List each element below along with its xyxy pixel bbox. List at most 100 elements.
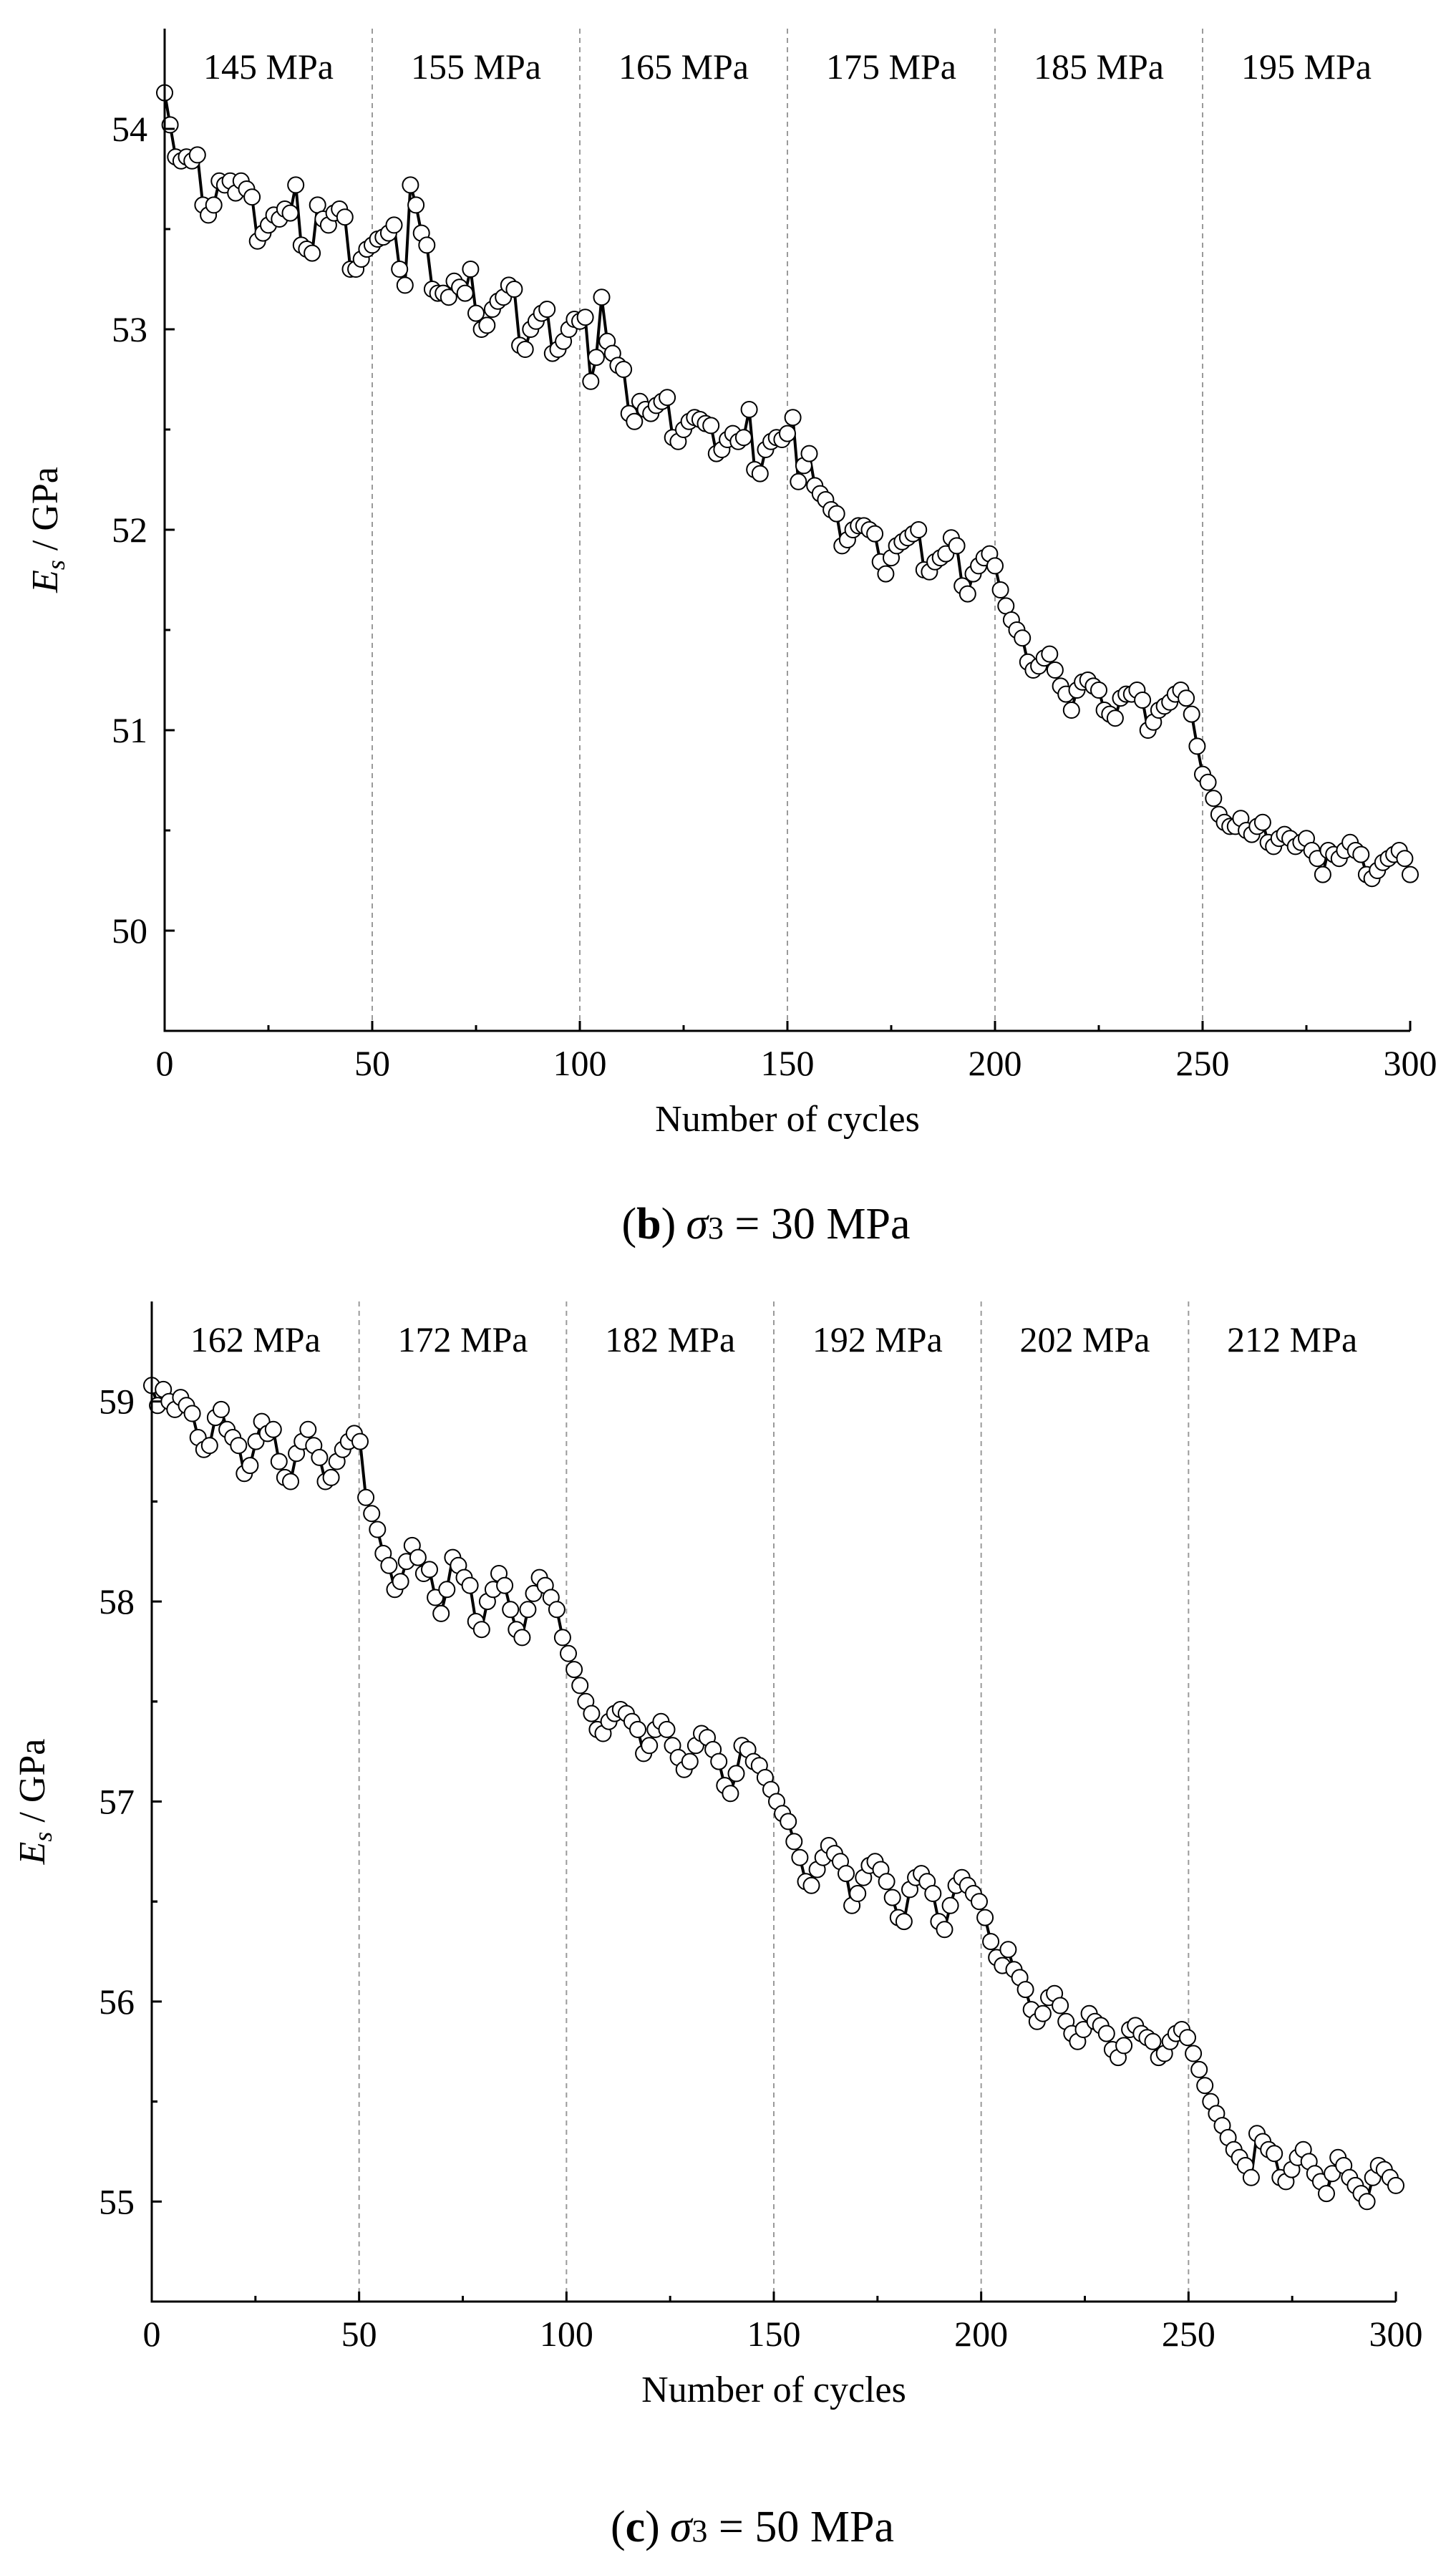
data-point	[1046, 661, 1064, 679]
y-axis-ticks: 55 56 57 58 59	[99, 1382, 162, 2221]
data-point	[467, 304, 485, 322]
data-point	[838, 1865, 855, 1883]
data-point	[740, 401, 758, 418]
y-axis-title-subscript: s	[42, 560, 70, 570]
stage-label: 172 MPa	[398, 1319, 528, 1359]
y-tick-label: 57	[99, 1782, 135, 1822]
data-point	[357, 1488, 375, 1506]
data-point	[282, 1473, 299, 1490]
data-point	[1106, 709, 1124, 727]
data-point	[396, 276, 414, 294]
data-point	[849, 1885, 867, 1902]
data-point	[409, 1548, 427, 1566]
data-point	[802, 1876, 820, 1894]
data-point	[1402, 866, 1419, 883]
y-axis-title-symbol: E	[25, 570, 66, 593]
data-point	[502, 1601, 520, 1619]
y-tick-label: 58	[99, 1581, 135, 1621]
y-tick-label: 52	[112, 510, 147, 550]
y-tick-label: 59	[99, 1382, 135, 1422]
y-axis-ticks: 50 51 52 53 54	[112, 109, 175, 951]
data-point	[519, 1601, 537, 1619]
data-point	[427, 1589, 445, 1606]
data-point	[576, 309, 594, 326]
data-point	[999, 1941, 1017, 1959]
data-point	[281, 204, 299, 222]
data-point	[363, 1505, 381, 1523]
data-point	[183, 1405, 201, 1422]
x-tick-label: 150	[761, 1043, 815, 1083]
data-point	[188, 146, 206, 164]
data-point	[287, 176, 305, 194]
data-point	[1041, 645, 1059, 663]
data-point	[369, 1521, 387, 1538]
panel-c-caption: (c) σ3 = 50 MPa	[611, 2503, 894, 2551]
data-point	[1266, 2145, 1283, 2163]
data-point	[566, 1661, 583, 1679]
data-point	[432, 1604, 450, 1622]
data-point	[722, 1785, 739, 1803]
x-tick-label: 50	[354, 1043, 390, 1083]
data-point	[1324, 2165, 1341, 2183]
data-point	[200, 1437, 218, 1455]
x-axis-title: Number of cycles	[641, 2370, 906, 2410]
data-point	[505, 281, 523, 298]
x-axis-ticks: 0 50 100 150 200 250 300	[156, 1021, 1437, 1083]
data-point	[525, 1584, 543, 1602]
data-point	[659, 389, 676, 407]
x-tick-label: 300	[1384, 1043, 1437, 1083]
y-axis-title-symbol: E	[12, 1842, 53, 1866]
data-point	[230, 1437, 248, 1455]
data-point	[516, 341, 534, 358]
stage-label: 185 MPa	[1034, 47, 1164, 87]
data-point	[472, 1621, 490, 1639]
data-point	[877, 565, 895, 583]
data-point	[941, 1896, 959, 1914]
data-point	[615, 361, 633, 378]
data-point	[247, 1432, 265, 1450]
data-point	[418, 236, 436, 254]
data-point	[936, 1921, 953, 1939]
data-point	[205, 196, 223, 214]
data-point	[593, 289, 611, 306]
data-point	[587, 349, 605, 367]
data-point	[1387, 2176, 1404, 2194]
data-point	[538, 301, 556, 318]
data-point	[779, 425, 796, 442]
data-point	[311, 1448, 329, 1466]
panel-b-caption: (b) σ3 = 30 MPa	[622, 1200, 911, 1249]
data-point	[407, 196, 425, 214]
data-point	[866, 525, 884, 543]
data-point	[304, 244, 321, 262]
x-tick-label: 100	[553, 1043, 607, 1083]
data-point	[1052, 1997, 1069, 2014]
data-point	[270, 1453, 288, 1470]
stage-boundaries	[372, 29, 1203, 1031]
data-point	[948, 537, 966, 555]
data-point	[582, 372, 600, 390]
data-point	[1185, 2045, 1203, 2062]
data-point	[878, 1873, 896, 1891]
data-point	[440, 289, 457, 306]
data-point	[402, 176, 419, 194]
data-point	[392, 1573, 409, 1591]
y-tick-label: 54	[112, 109, 147, 149]
data-point	[710, 1752, 728, 1770]
y-tick-label: 53	[112, 309, 147, 349]
y-axis-title-unit: / GPa	[25, 467, 66, 560]
data-point	[1134, 692, 1152, 709]
data-point	[385, 216, 403, 234]
data-point	[496, 1576, 514, 1594]
x-tick-label: 300	[1369, 2314, 1423, 2354]
data-point	[461, 1576, 479, 1594]
data-point	[1097, 2025, 1115, 2042]
data-point	[976, 1909, 994, 1926]
data-point	[1178, 689, 1195, 707]
data-point	[791, 1848, 809, 1866]
x-tick-label: 100	[540, 2314, 593, 2354]
x-axis-ticks: 0 50 100 150 200 250 300	[143, 2292, 1423, 2354]
data-point	[629, 1720, 646, 1738]
x-tick-label: 200	[954, 2314, 1008, 2354]
data-point	[322, 1468, 340, 1486]
data-point	[751, 465, 769, 483]
